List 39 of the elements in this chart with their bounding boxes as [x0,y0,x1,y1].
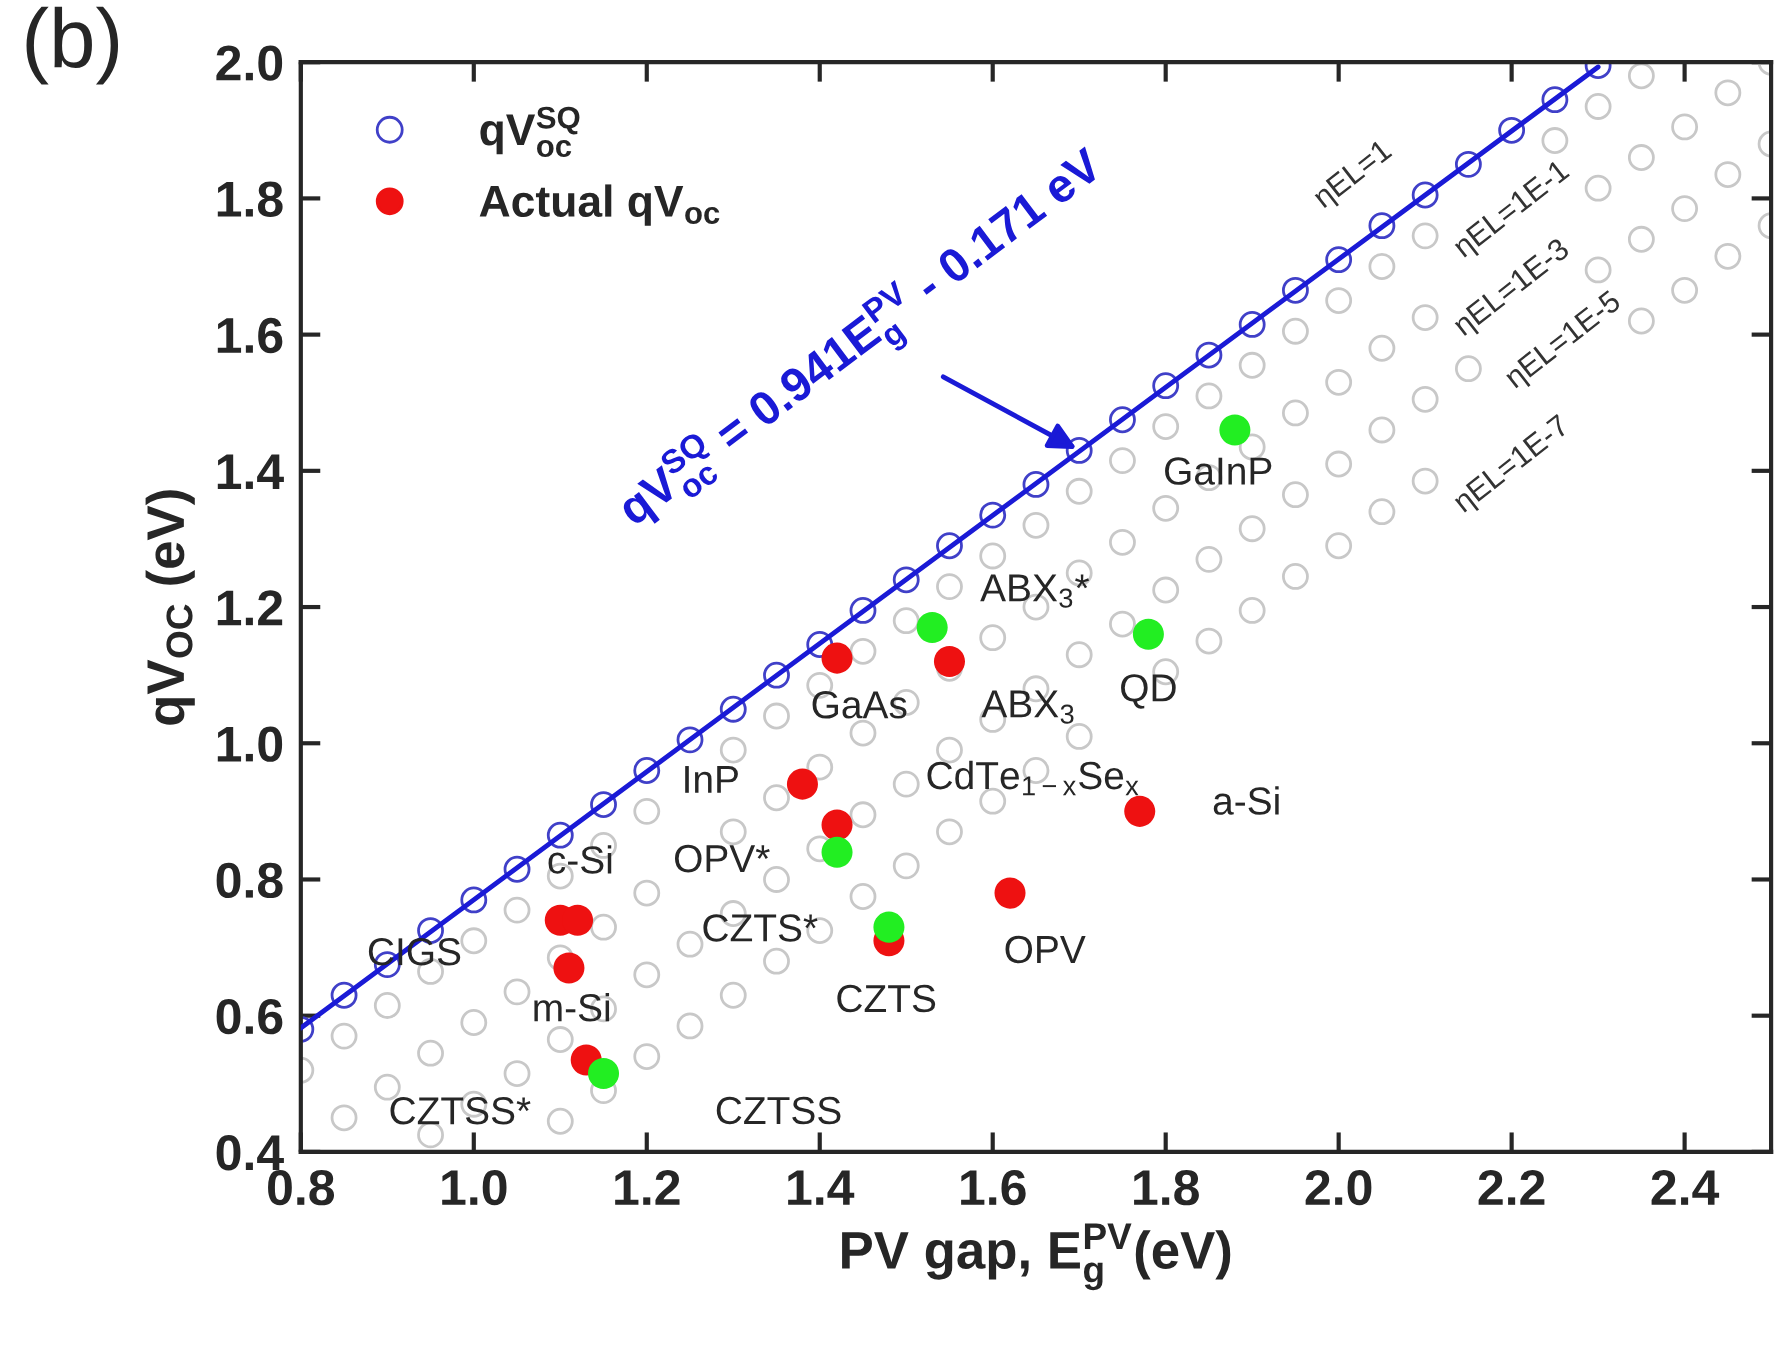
annotation: OPV [1005,935,1086,964]
annotation: ABX$_{3}$ [981,690,1074,724]
annotation: m-Si [534,992,610,1022]
annotation: GaAs [812,691,907,719]
x-tick-label: 1.4 [788,1170,855,1205]
y-axis-title: qV$_{OC}$ (eV) [145,490,195,725]
y-tick-label: 0.8 [216,862,283,899]
y-tick-label: 1.0 [217,726,283,762]
x-tick-label: 2.0 [1305,1169,1372,1206]
annotation: CZTSS [716,1096,841,1125]
annotation: a-Si [1213,786,1279,815]
annotation: CZTS* [703,914,818,942]
y-tick-label: 1.8 [217,181,283,218]
annotation: CdTe$_{1−x}$Se$_{x}$ [927,760,1139,796]
x-axis-title: PV gap, E$^{PV}$$_{g}$(eV) [842,1223,1231,1291]
annotation: c-Si [548,845,612,874]
annotation: InP [685,766,738,793]
x-tick-label: 1.2 [615,1169,680,1205]
y-tick-label: 0.4 [216,1135,284,1171]
chart-title: (b) [26,6,119,85]
annotation: CZTSS* [390,1097,531,1125]
x-tick-label: 1.8 [1134,1169,1199,1206]
y-tick-label: 0.6 [216,998,283,1035]
x-tick-label: 1.6 [961,1169,1026,1206]
x-tick-label: 1.0 [442,1169,507,1206]
annotation: QD [1121,674,1176,709]
y-tick-label: 1.2 [217,590,283,626]
x-tick-label: 2.2 [1478,1169,1545,1205]
annotation: ABX$_{3}$* [980,574,1089,608]
y-tick-label: 2.0 [216,45,283,81]
legend-label: Actual qV$_{oc}$ [479,184,720,226]
x-tick-label: 0.8 [268,1169,335,1206]
legend-label: qV$^{SQ}$$_{oc}$ [480,106,580,158]
annotation: OPV* [674,844,770,873]
y-tick-label: 1.4 [217,454,284,489]
y-tick-label: 1.6 [217,317,283,354]
annotation: CZTS [837,984,936,1013]
annotation: GaInP [1165,457,1272,485]
x-tick-label: 2.4 [1651,1169,1720,1205]
